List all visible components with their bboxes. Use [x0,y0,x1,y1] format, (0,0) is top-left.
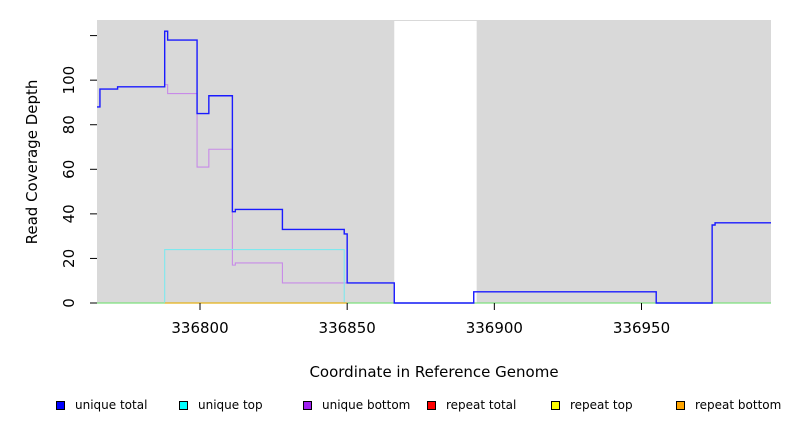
gap-region [394,21,477,303]
legend-swatch [303,400,312,410]
y-tick-label: 80 [60,115,78,134]
legend-item-unique-top: unique top [179,398,263,412]
series-layer [97,30,771,304]
legend-swatch [676,400,685,410]
legend-label: unique total [75,398,148,412]
legend-swatch [56,400,65,410]
legend-item-unique-bottom: unique bottom [303,398,410,412]
legend-label: unique bottom [322,398,411,412]
y-tick-label: 20 [60,249,78,268]
x-tick-label: 336800 [171,319,228,337]
legend-item-unique-total: unique total [56,398,147,412]
legend-swatch [427,400,436,410]
series-unique-top-line [164,248,345,303]
x-tick-label: 336900 [466,319,523,337]
axes: 336800 336850 336900 336950 0 20 40 60 80 100 [60,35,670,337]
coverage-chart: 336800 336850 336900 336950 0 20 40 60 80 100 Rea… [23,20,771,381]
legend-item-repeat-top: repeat top [551,398,633,412]
x-tick-label: 336950 [613,319,670,337]
series-unique-total-line [97,30,771,304]
legend: unique total unique top unique bottom repea… [0,398,792,420]
legend-label: unique top [198,398,263,412]
y-tick-label: 100 [60,66,78,95]
gap-regions [394,21,477,303]
legend-swatch [551,400,560,410]
y-tick-label: 0 [60,298,78,308]
y-axis-title: Read Coverage Depth [23,80,41,245]
y-tick-label: 60 [60,160,78,179]
x-tick-label: 336850 [319,319,376,337]
legend-swatch [179,400,188,410]
x-axis-title: Coordinate in Reference Genome [309,363,558,381]
legend-item-repeat-total: repeat total [427,398,516,412]
legend-label: repeat total [446,398,517,412]
legend-label: repeat bottom [695,398,782,412]
series-unique-bottom-line [164,84,348,284]
legend-item-repeat-bottom: repeat bottom [676,398,781,412]
plot-area [97,20,771,304]
legend-label: repeat top [570,398,633,412]
y-tick-label: 40 [60,204,78,223]
